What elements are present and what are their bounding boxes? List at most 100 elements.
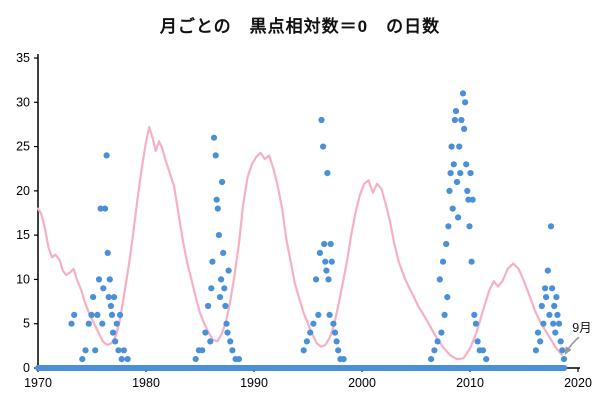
scatter-point [92, 347, 99, 354]
x-tick-label: 2020 [564, 376, 592, 390]
scatter-point [321, 240, 328, 248]
scatter-point [94, 311, 101, 318]
scatter-point [106, 276, 113, 283]
scatter-point [97, 205, 104, 212]
annotation-label: 9月 [572, 321, 591, 335]
x-tick-label: 1990 [240, 376, 268, 390]
scatter-point [310, 320, 317, 327]
scatter-point [327, 240, 334, 248]
y-tick-label: 0 [23, 361, 30, 375]
scatter-point [107, 302, 114, 310]
scatter-point [333, 338, 340, 345]
scatter-point [219, 178, 226, 186]
scatter-point [108, 311, 116, 318]
scatter-point [335, 347, 342, 354]
scatter-point [556, 320, 563, 327]
scatter-point [224, 329, 231, 336]
scatter-point [82, 347, 89, 354]
scatter-point [446, 187, 453, 194]
scatter-point [210, 134, 218, 141]
scatter-point [557, 338, 564, 345]
scatter-point [459, 90, 467, 97]
scatter-point [450, 161, 457, 168]
scatter-point [328, 258, 335, 265]
scatter-point [315, 311, 322, 318]
scatter-point [543, 294, 550, 301]
scatter-point [340, 356, 347, 363]
scatter-point [199, 347, 206, 354]
scatter-point [325, 276, 332, 283]
scatter-point [209, 258, 216, 265]
scatter-point [215, 232, 222, 239]
scatter-point [447, 170, 454, 177]
scatter-point [462, 99, 469, 106]
scatter-point [466, 223, 473, 230]
scatter-point [479, 347, 487, 354]
scatter-point [549, 285, 556, 292]
scatter-point [451, 116, 458, 124]
scatter-point [113, 320, 120, 327]
scatter-point [554, 311, 561, 318]
scatter-point [453, 178, 461, 186]
scatter-point [322, 258, 329, 265]
scatter-point [300, 347, 307, 354]
scatter-point [105, 294, 112, 301]
scatter-point [547, 223, 555, 230]
scatter-point [229, 347, 236, 354]
y-tick-label: 25 [16, 140, 30, 154]
scatter-point [544, 267, 551, 274]
scatter-point [559, 347, 566, 354]
annotation-arrow-head [564, 346, 572, 356]
scatter-point [463, 161, 470, 168]
scatter-point [552, 329, 559, 336]
scatter-point [68, 320, 75, 327]
scatter-point [443, 240, 450, 248]
scatter-point [434, 338, 441, 345]
scatter-point [227, 338, 234, 345]
scatter-point [120, 347, 127, 354]
scatter-point [95, 276, 103, 283]
scatter-point [316, 249, 323, 256]
scatter-point [448, 143, 455, 150]
scatter-point [318, 116, 325, 124]
scatter-point [438, 329, 445, 336]
scatter-point [431, 347, 438, 354]
x-tick-label: 1970 [24, 376, 52, 390]
scatter-point [323, 267, 330, 274]
scatter-point [537, 338, 544, 345]
scatter-point [428, 356, 435, 363]
scatter-point [110, 329, 117, 336]
scatter-point [436, 276, 443, 283]
scatter-point [202, 329, 209, 336]
scatter-point [532, 347, 540, 354]
scatter-point [444, 294, 451, 301]
scatter-point [326, 311, 333, 318]
scatter-point [79, 356, 86, 363]
scatter-point [469, 196, 476, 203]
scatter-point [464, 187, 471, 194]
scatter-point [313, 276, 320, 283]
scatter-point [546, 311, 553, 318]
scatter-point [330, 320, 337, 327]
scatter-point [220, 249, 227, 256]
scatter-point [225, 267, 232, 274]
scatter-point [214, 205, 221, 212]
x-tick-label: 1980 [132, 376, 160, 390]
scatter-point [205, 302, 212, 310]
scatter-point [452, 108, 460, 115]
scatter-point [331, 329, 339, 336]
scatter-point [111, 294, 118, 301]
scatter-point [117, 311, 124, 318]
scatter-point [474, 338, 481, 345]
scatter-point [208, 285, 215, 292]
scatter-point [112, 338, 119, 345]
scatter-point [455, 214, 462, 221]
scatter-point [124, 356, 131, 363]
scatter-point [324, 170, 331, 177]
scatter-point [439, 258, 447, 265]
scatter-point [445, 223, 452, 230]
scatter-point [468, 258, 475, 265]
scatter-point [465, 196, 472, 203]
scatter-point [307, 329, 314, 336]
